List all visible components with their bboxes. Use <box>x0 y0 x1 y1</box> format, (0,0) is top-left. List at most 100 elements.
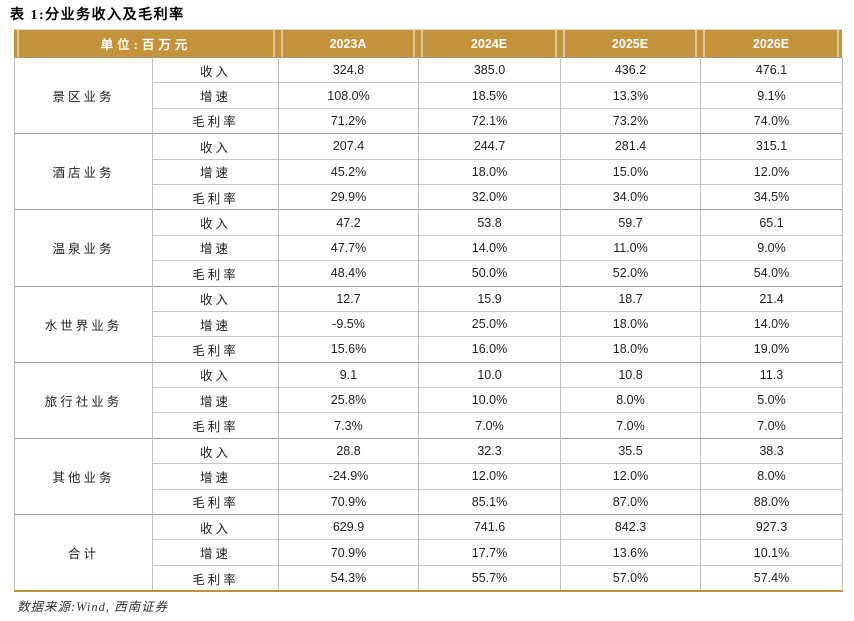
table-row: 水世界业务 收入 12.7 15.9 18.7 21.4 <box>14 285 843 363</box>
table-row: 毛利率 29.9% 32.0% 34.0% 34.5% <box>15 183 843 210</box>
value-cell: 436.2 <box>560 56 701 83</box>
header-cell-2024e: 2024E <box>421 30 557 57</box>
metric-cell: 收入 <box>152 133 279 160</box>
value-cell: 38.3 <box>700 437 843 464</box>
value-cell: 71.2% <box>278 107 419 134</box>
source-note: 数据来源:Wind, 西南证券 <box>17 600 169 614</box>
value-cell: 57.0% <box>560 564 701 592</box>
value-cell: 14.0% <box>700 310 843 337</box>
metric-cell: 增速 <box>152 158 279 185</box>
value-cell: 10.1% <box>700 539 843 566</box>
value-cell: 52.0% <box>560 260 701 287</box>
metric-cell: 毛利率 <box>152 488 279 515</box>
value-cell: 315.1 <box>700 133 843 160</box>
value-cell: 19.0% <box>700 336 843 363</box>
business-name-cell: 酒店业务 <box>14 133 153 210</box>
value-cell: 7.0% <box>418 412 561 439</box>
value-cell: 34.5% <box>700 183 843 210</box>
value-cell: 35.5 <box>560 437 701 464</box>
value-cell: 108.0% <box>278 82 419 109</box>
business-name-cell: 景区业务 <box>14 56 153 134</box>
value-cell: 9.1% <box>700 82 843 109</box>
metric-cell: 毛利率 <box>152 564 279 592</box>
value-cell: 281.4 <box>560 133 701 160</box>
value-cell: 15.9 <box>418 285 561 312</box>
value-cell: 7.0% <box>560 412 701 439</box>
table-row: 景区业务 收入 324.8 385.0 436.2 476.1 <box>14 56 843 134</box>
table-row: 增速 108.0% 18.5% 13.3% 9.1% <box>15 82 843 109</box>
value-cell: 5.0% <box>700 387 843 413</box>
table-row: 增速 -24.9% 12.0% 12.0% 8.0% <box>15 463 843 490</box>
table-row: 毛利率 15.6% 16.0% 18.0% 19.0% <box>15 336 843 363</box>
value-cell: 32.0% <box>418 183 561 210</box>
value-cell: 25.0% <box>418 310 561 337</box>
header-cell-2025e: 2025E <box>563 30 697 57</box>
value-cell: 244.7 <box>418 133 561 160</box>
value-cell: 18.7 <box>560 285 701 312</box>
value-cell: 385.0 <box>418 56 561 83</box>
value-cell: 18.0% <box>418 158 561 185</box>
table-row: 增速 47.7% 14.0% 11.0% 9.0% <box>15 234 843 261</box>
header-cell-unit: 单位:百万元 <box>17 30 275 57</box>
value-cell: 48.4% <box>278 260 419 287</box>
value-cell: 7.3% <box>278 412 419 439</box>
value-cell: 28.8 <box>278 437 419 464</box>
value-cell: 47.2 <box>278 209 419 236</box>
table-row: 毛利率 7.3% 7.0% 7.0% 7.0% <box>15 412 843 439</box>
value-cell: -9.5% <box>278 310 419 337</box>
value-cell: 207.4 <box>278 133 419 160</box>
value-cell: 741.6 <box>418 514 561 540</box>
value-cell: 34.0% <box>560 183 701 210</box>
table-row: 增速 -9.5% 25.0% 18.0% 14.0% <box>15 310 843 337</box>
business-name-cell: 其他业务 <box>14 437 153 515</box>
business-name-cell: 水世界业务 <box>14 285 153 363</box>
metric-cell: 毛利率 <box>152 183 279 210</box>
value-cell: 9.1 <box>278 361 419 388</box>
metric-cell: 增速 <box>152 234 279 261</box>
data-table: 单位:百万元 2023A 2024E 2025E 2026E 景区业务 收入 324… <box>14 29 843 593</box>
value-cell: 10.0% <box>418 387 561 413</box>
metric-cell: 增速 <box>152 463 279 490</box>
table-row: 毛利率 70.9% 85.1% 87.0% 88.0% <box>15 488 843 515</box>
table-row: 合计 收入 629.9 741.6 842.3 927.3 <box>14 514 843 592</box>
value-cell: 50.0% <box>418 260 561 287</box>
value-cell: 476.1 <box>700 56 843 83</box>
value-cell: 54.0% <box>700 260 843 287</box>
value-cell: 15.0% <box>560 158 701 185</box>
value-cell: 11.3 <box>700 361 843 388</box>
metric-cell: 收入 <box>152 285 279 312</box>
value-cell: 25.8% <box>278 387 419 413</box>
value-cell: 12.7 <box>278 285 419 312</box>
value-cell: 7.0% <box>700 412 843 439</box>
value-cell: 32.3 <box>418 437 561 464</box>
value-cell: 13.6% <box>560 539 701 566</box>
metric-cell: 增速 <box>152 82 279 109</box>
metric-cell: 收入 <box>152 514 279 540</box>
metric-cell: 毛利率 <box>152 107 279 134</box>
value-cell: 59.7 <box>560 209 701 236</box>
value-cell: 324.8 <box>278 56 419 83</box>
value-cell: 8.0% <box>560 387 701 413</box>
value-cell: 29.9% <box>278 183 419 210</box>
business-name-cell: 温泉业务 <box>14 209 153 287</box>
value-cell: 54.3% <box>278 564 419 592</box>
value-cell: 14.0% <box>418 234 561 261</box>
value-cell: 12.0% <box>418 463 561 490</box>
metric-cell: 毛利率 <box>152 412 279 439</box>
business-name-cell: 合计 <box>14 514 153 592</box>
value-cell: 65.1 <box>700 209 843 236</box>
value-cell: 10.0 <box>418 361 561 388</box>
value-cell: 72.1% <box>418 107 561 134</box>
value-cell: 629.9 <box>278 514 419 540</box>
value-cell: 15.6% <box>278 336 419 363</box>
table-row: 毛利率 48.4% 50.0% 52.0% 54.0% <box>15 260 843 287</box>
value-cell: 12.0% <box>560 463 701 490</box>
value-cell: 16.0% <box>418 336 561 363</box>
metric-cell: 增速 <box>152 310 279 337</box>
value-cell: 45.2% <box>278 158 419 185</box>
value-cell: 21.4 <box>700 285 843 312</box>
table-row: 酒店业务 收入 207.4 244.7 281.4 315.1 <box>14 133 843 210</box>
header-cell-2023a: 2023A <box>281 30 415 57</box>
table-row: 温泉业务 收入 47.2 53.8 59.7 65.1 <box>14 209 843 287</box>
value-cell: 55.7% <box>418 564 561 592</box>
